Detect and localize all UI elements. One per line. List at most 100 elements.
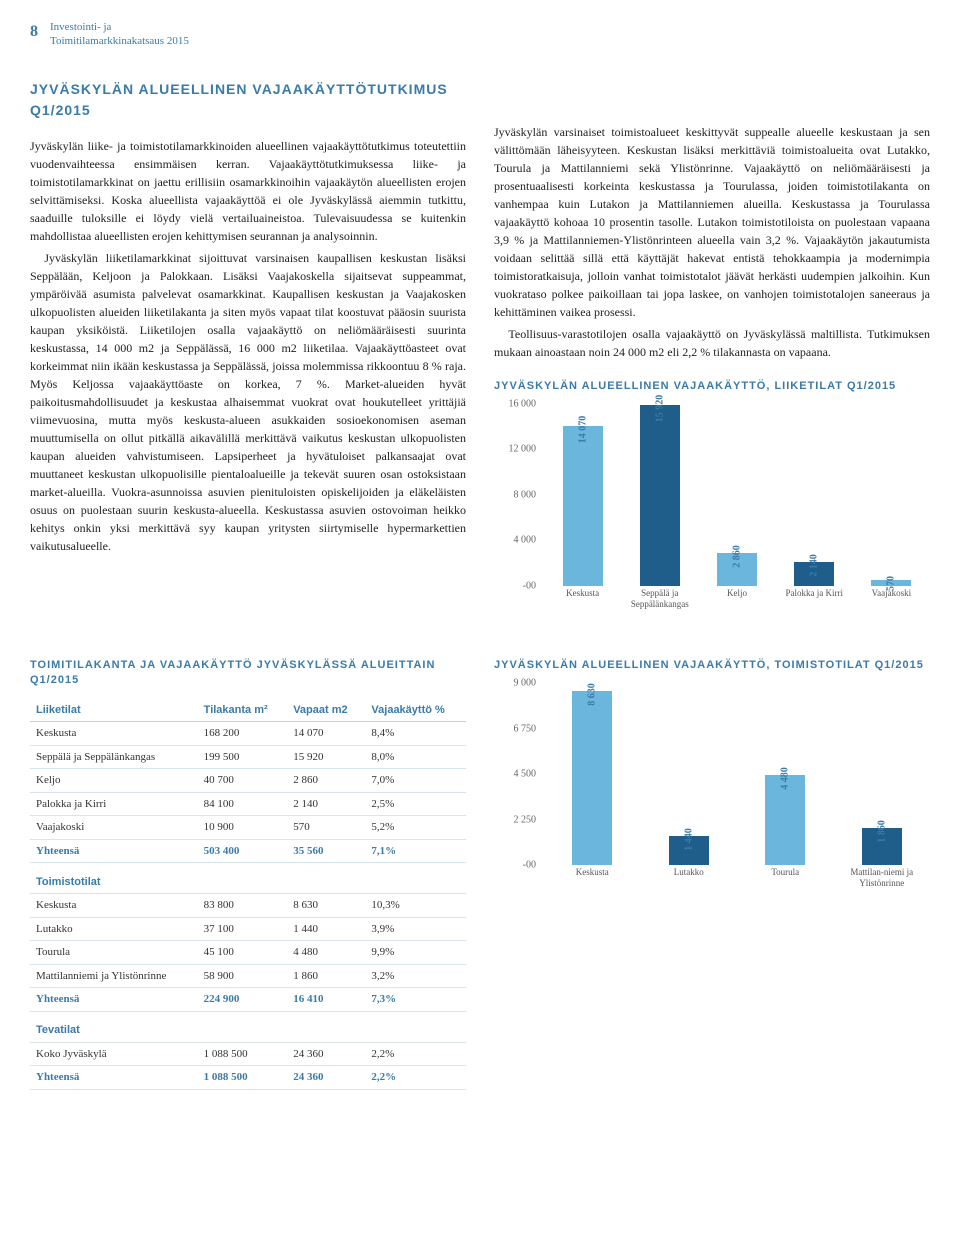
- table-cell: 4 480: [287, 941, 365, 965]
- main-heading: JYVÄSKYLÄN ALUEELLINEN VAJAAKÄYTTÖTUTKIM…: [30, 79, 466, 121]
- y-tick-label: -00: [523, 858, 536, 873]
- y-tick-label: 2 250: [514, 812, 537, 827]
- table-cell: 58 900: [198, 964, 288, 988]
- bar: 2 140: [794, 562, 834, 586]
- table-cell: 16 410: [287, 988, 365, 1012]
- table-cell: 84 100: [198, 792, 288, 816]
- table-cell: Yhteensä: [30, 1066, 198, 1090]
- table-cell: Yhteensä: [30, 839, 198, 863]
- table-cell: 24 360: [287, 1042, 365, 1066]
- table-cell: Tourula: [30, 941, 198, 965]
- x-tick-label: Palokka ja Kirri: [776, 586, 853, 614]
- table-total-row: Yhteensä503 40035 5607,1%: [30, 839, 466, 863]
- bar-group: 8 630: [544, 683, 641, 865]
- table-col-header: Tilakanta m²: [198, 699, 288, 722]
- y-tick-label: 4 000: [514, 533, 537, 548]
- table-cell: 8,4%: [365, 722, 466, 746]
- y-tick-label: 4 500: [514, 767, 537, 782]
- table-cell: 8 630: [287, 894, 365, 918]
- bar: 1 860: [862, 828, 902, 866]
- bar-group: 570: [853, 404, 930, 586]
- bar-group: 15 920: [621, 404, 698, 586]
- body-text-right: Jyväskylän varsinaiset toimistoalueet ke…: [494, 123, 930, 361]
- table-section-title: Tevatilat: [30, 1019, 466, 1042]
- table-col-header: Vapaat m2: [287, 699, 365, 722]
- table-col-header: Vajaakäyttö %: [365, 699, 466, 722]
- table-cell: Yhteensä: [30, 988, 198, 1012]
- table-cell: Palokka ja Kirri: [30, 792, 198, 816]
- table-cell: 24 360: [287, 1066, 365, 1090]
- y-tick-label: 6 750: [514, 721, 537, 736]
- table-cell: 7,0%: [365, 769, 466, 793]
- x-tick-label: Keljo: [698, 586, 775, 614]
- table-cell: 45 100: [198, 941, 288, 965]
- table-cell: 35 560: [287, 839, 365, 863]
- x-tick-label: Keskusta: [544, 586, 621, 614]
- table-cell: 2,2%: [365, 1042, 466, 1066]
- bar: 8 630: [572, 691, 612, 866]
- x-tick-label: Keskusta: [544, 865, 641, 893]
- table-cell: Keljo: [30, 769, 198, 793]
- table-cell: 503 400: [198, 839, 288, 863]
- table-cell: 15 920: [287, 745, 365, 769]
- bar: 2 860: [717, 553, 757, 586]
- table-cell: 83 800: [198, 894, 288, 918]
- y-tick-label: 8 000: [514, 487, 537, 502]
- chart-liiketilat: 16 00012 0008 0004 000-0014 07015 9202 8…: [494, 404, 930, 614]
- table-cell: Mattilanniemi ja Ylistönrinne: [30, 964, 198, 988]
- x-tick-label: Vaajakoski: [853, 586, 930, 614]
- table-row: Lutakko37 1001 4403,9%: [30, 917, 466, 941]
- table-cell: Lutakko: [30, 917, 198, 941]
- table-cell: 1 088 500: [198, 1066, 288, 1090]
- vacancy-table: LiiketilatTilakanta m²Vapaat m2Vajaakäyt…: [30, 699, 466, 1098]
- table-section-title: Toimistotilat: [30, 871, 466, 894]
- bar-value-label: 14 070: [575, 416, 590, 444]
- table-cell: 1 860: [287, 964, 365, 988]
- bar: 4 480: [765, 775, 805, 866]
- table-cell: Keskusta: [30, 722, 198, 746]
- table-cell: Koko Jyväskylä: [30, 1042, 198, 1066]
- table-cell: 224 900: [198, 988, 288, 1012]
- chart-toimistotilat: 9 0006 7504 5002 250-008 6301 4404 4801 …: [494, 683, 930, 893]
- table-heading: TOIMITILAKANTA JA VAJAAKÄYTTÖ JYVÄSKYLÄS…: [30, 658, 466, 689]
- table-cell: 2 140: [287, 792, 365, 816]
- table-cell: 5,2%: [365, 816, 466, 840]
- table-cell: Seppälä ja Seppälänkangas: [30, 745, 198, 769]
- table-row: Keskusta168 20014 0708,4%: [30, 722, 466, 746]
- bar-value-label: 1 860: [874, 820, 889, 843]
- table-cell: 14 070: [287, 722, 365, 746]
- table-cell: 168 200: [198, 722, 288, 746]
- table-row: Palokka ja Kirri84 1002 1402,5%: [30, 792, 466, 816]
- header-subtitle: Investointi- ja Toimitilamarkkinakatsaus…: [50, 20, 189, 49]
- bar-group: 2 860: [698, 404, 775, 586]
- bar-value-label: 4 480: [778, 767, 793, 790]
- bar: 15 920: [640, 405, 680, 586]
- y-tick-label: -00: [523, 578, 536, 593]
- table-total-row: Yhteensä224 90016 4107,3%: [30, 988, 466, 1012]
- page-number: 8: [30, 20, 38, 44]
- bar-group: 14 070: [544, 404, 621, 586]
- table-cell: 3,9%: [365, 917, 466, 941]
- bar-value-label: 2 860: [730, 546, 745, 569]
- x-tick-label: Seppälä ja Seppälänkangas: [621, 586, 698, 614]
- bar-value-label: 15 920: [652, 395, 667, 423]
- table-row: Keljo40 7002 8607,0%: [30, 769, 466, 793]
- bar: 14 070: [563, 426, 603, 586]
- table-row: Seppälä ja Seppälänkangas199 50015 9208,…: [30, 745, 466, 769]
- table-cell: 1 440: [287, 917, 365, 941]
- table-row: Koko Jyväskylä1 088 50024 3602,2%: [30, 1042, 466, 1066]
- table-cell: 2,2%: [365, 1066, 466, 1090]
- table-cell: 37 100: [198, 917, 288, 941]
- bar-value-label: 8 630: [585, 683, 600, 706]
- y-tick-label: 9 000: [514, 676, 537, 691]
- y-tick-label: 16 000: [509, 396, 537, 411]
- table-cell: 9,9%: [365, 941, 466, 965]
- table-cell: 7,3%: [365, 988, 466, 1012]
- table-row: Mattilanniemi ja Ylistönrinne58 9001 860…: [30, 964, 466, 988]
- x-tick-label: Lutakko: [641, 865, 738, 893]
- table-cell: 8,0%: [365, 745, 466, 769]
- bar-group: 4 480: [737, 683, 834, 865]
- table-cell: 1 088 500: [198, 1042, 288, 1066]
- table-row: Tourula45 1004 4809,9%: [30, 941, 466, 965]
- x-tick-label: Mattilan-niemi ja Ylistönrinne: [834, 865, 931, 893]
